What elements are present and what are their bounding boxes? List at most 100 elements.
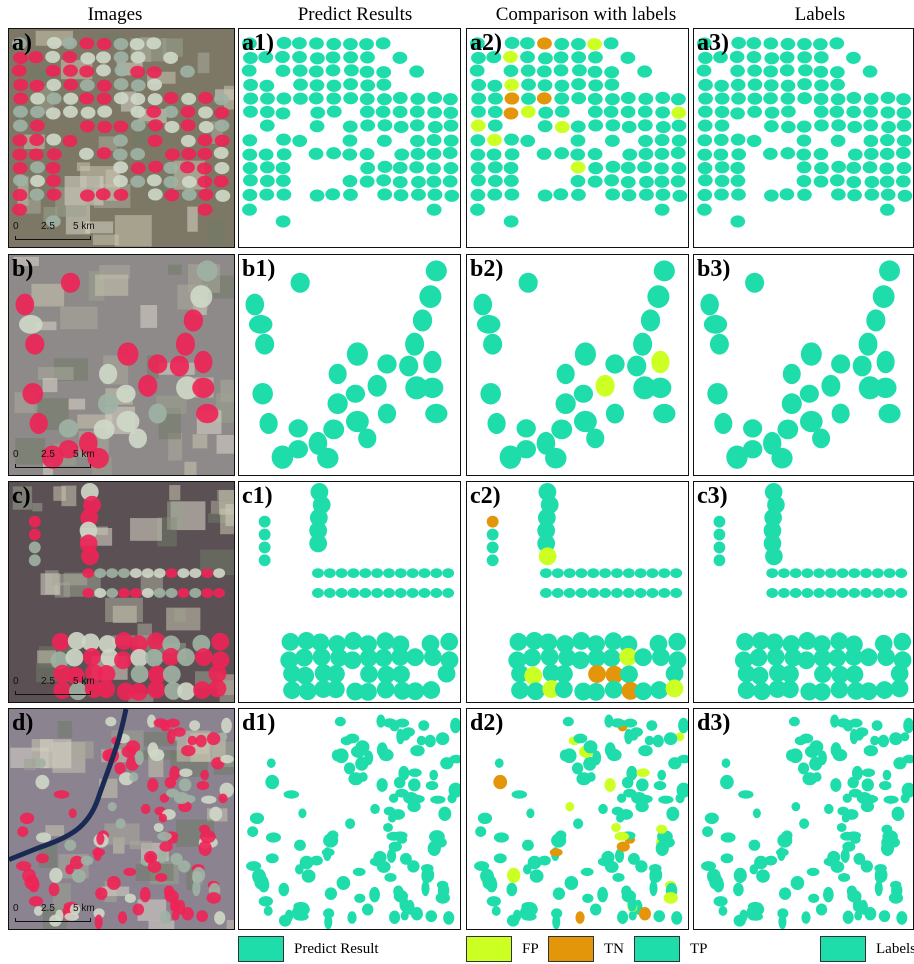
field-mark <box>763 79 779 92</box>
field-mark <box>520 134 536 148</box>
field-mark <box>747 78 763 91</box>
field-mark <box>814 79 829 92</box>
field-mark <box>763 431 782 455</box>
field-mark <box>410 745 425 757</box>
field-mark <box>503 215 519 228</box>
field-mark <box>398 765 410 781</box>
field-mark <box>525 631 544 650</box>
field-mark <box>612 872 625 882</box>
pivot-field <box>130 648 149 667</box>
field-mark <box>621 120 637 134</box>
land-patch <box>186 867 198 891</box>
pivot-field <box>45 50 61 64</box>
field-mark <box>746 134 762 148</box>
pivot-field <box>67 631 86 650</box>
field-mark <box>671 106 687 119</box>
field-mark <box>623 718 638 728</box>
field-mark <box>343 188 358 201</box>
scale-zero: 0 <box>13 221 19 232</box>
pivot-field <box>16 861 32 871</box>
field-mark <box>359 65 375 78</box>
pivot-field <box>63 78 79 91</box>
pivot-field <box>194 350 213 374</box>
field-mark <box>409 105 425 118</box>
field-mark <box>764 120 779 133</box>
field-mark <box>841 813 850 823</box>
field-mark <box>738 790 754 799</box>
pivot-field <box>113 174 128 188</box>
pivot-field <box>159 841 173 852</box>
field-mark <box>808 893 820 903</box>
prediction-map-d1 <box>246 714 460 929</box>
field-mark <box>829 853 838 863</box>
field-mark <box>553 832 562 845</box>
panel-c2-comparison: c2) <box>466 481 689 703</box>
field-mark <box>412 309 433 332</box>
legend-swatch-predict <box>238 936 284 962</box>
legend-label-labels: Labels <box>876 940 914 957</box>
field-mark <box>671 134 687 147</box>
field-mark <box>360 119 376 132</box>
field-mark <box>696 64 712 77</box>
field-mark <box>637 65 653 78</box>
field-mark <box>801 588 814 598</box>
field-mark <box>900 732 910 742</box>
pivot-field <box>129 38 145 51</box>
field-mark <box>697 162 713 175</box>
field-mark <box>855 727 869 737</box>
field-mark <box>698 78 713 92</box>
field-mark <box>553 51 569 64</box>
field-mark <box>616 793 627 803</box>
field-mark <box>480 382 501 405</box>
field-mark <box>630 727 643 737</box>
field-mark <box>893 651 912 670</box>
field-mark <box>809 740 824 754</box>
pivot-field <box>126 740 141 754</box>
field-mark <box>565 802 575 812</box>
field-mark <box>511 790 528 799</box>
field-mark <box>763 92 778 105</box>
land-patch <box>148 920 175 929</box>
field-mark <box>504 188 520 201</box>
field-mark <box>359 92 375 106</box>
field-mark <box>376 632 395 651</box>
field-mark <box>604 778 616 792</box>
field-mark <box>605 160 621 173</box>
field-mark <box>848 568 861 579</box>
pivot-field <box>139 886 151 903</box>
field-mark <box>881 824 893 834</box>
field-mark <box>486 148 502 161</box>
pivot-field <box>180 119 196 132</box>
field-mark <box>342 174 358 188</box>
field-mark <box>654 133 670 147</box>
field-mark <box>298 808 307 819</box>
field-mark <box>242 148 258 161</box>
legend-label-fp: FP <box>522 940 539 957</box>
field-mark <box>327 393 348 415</box>
land-patch <box>93 234 119 246</box>
pivot-field <box>28 528 41 541</box>
field-mark <box>813 92 829 106</box>
pivot-field <box>93 419 115 440</box>
field-mark <box>392 175 408 189</box>
field-mark <box>376 778 388 792</box>
field-mark <box>714 105 730 119</box>
panel-label-d: d) <box>12 710 34 736</box>
field-mark <box>504 36 520 50</box>
pivot-field <box>96 92 112 105</box>
field-mark <box>504 92 520 105</box>
field-mark <box>344 64 359 77</box>
field-mark <box>587 92 603 106</box>
pivot-field <box>146 37 162 50</box>
field-mark <box>392 91 408 104</box>
pivot-field <box>214 106 230 119</box>
pivot-field <box>80 120 95 133</box>
field-mark <box>444 189 460 202</box>
field-mark <box>883 568 896 579</box>
pivot-field <box>65 648 84 667</box>
field-mark <box>571 188 586 201</box>
field-mark <box>895 175 911 188</box>
land-patch <box>51 574 88 586</box>
field-mark <box>879 162 895 175</box>
field-mark <box>863 147 879 161</box>
